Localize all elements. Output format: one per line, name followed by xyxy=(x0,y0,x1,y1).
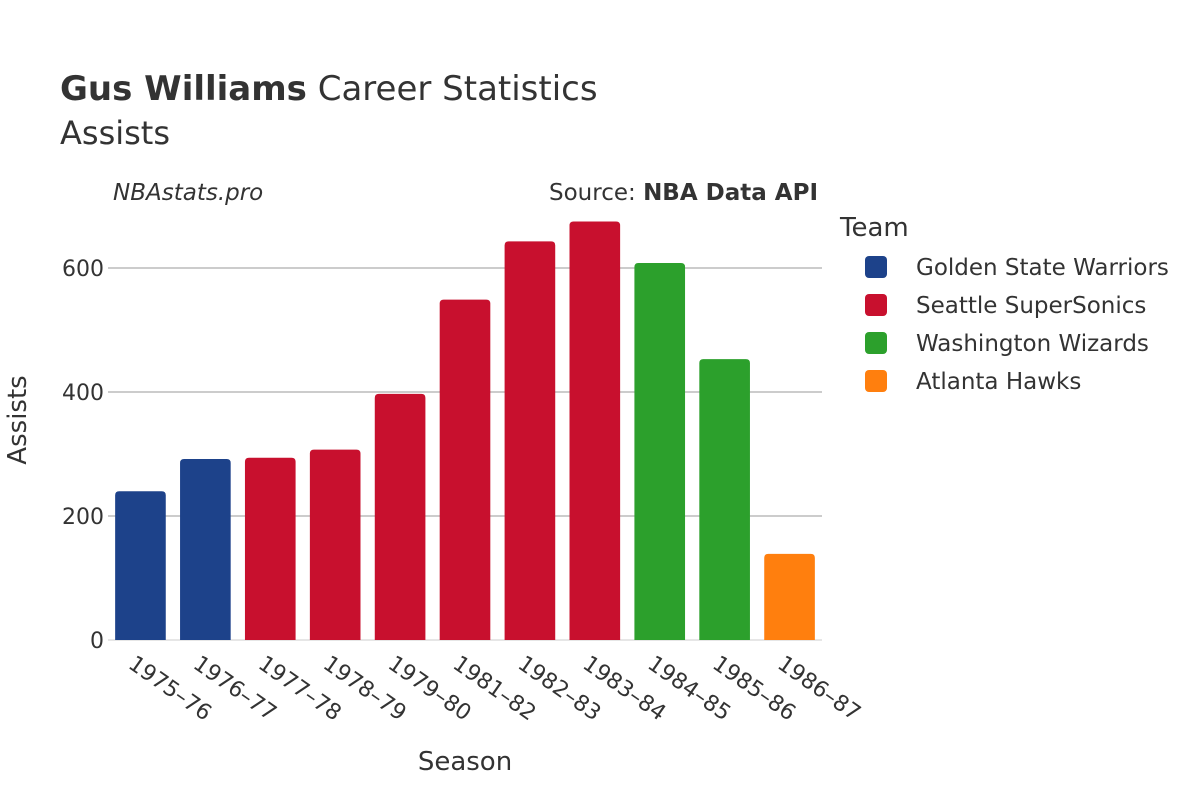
y-axis-ticks: 0 200 400 600 xyxy=(62,257,104,654)
bars xyxy=(115,221,815,641)
source-prefix: Source: xyxy=(549,180,643,206)
bar-1979–80[interactable] xyxy=(374,393,426,640)
legend-label: Washington Wizards xyxy=(916,331,1149,357)
legend-title: Team xyxy=(839,213,909,243)
legend-swatch xyxy=(865,294,887,316)
source-text: Source: NBA Data API xyxy=(549,180,818,206)
chart-title-rest: Career Statistics xyxy=(307,69,598,109)
legend-label: Atlanta Hawks xyxy=(916,369,1081,395)
legend-item[interactable]: Seattle SuperSonics xyxy=(865,293,1146,319)
bar-1983–84[interactable] xyxy=(569,221,621,641)
y-tick-label: 400 xyxy=(62,381,104,406)
legend-swatch xyxy=(865,370,887,392)
y-tick-label: 600 xyxy=(62,257,104,282)
legend: Golden State Warriors Seattle SuperSonics… xyxy=(865,255,1169,395)
chart-subtitle: Assists xyxy=(60,114,170,152)
bar-1976–77[interactable] xyxy=(180,458,231,640)
legend-item[interactable]: Golden State Warriors xyxy=(865,255,1169,281)
bar-1982–83[interactable] xyxy=(504,241,556,640)
bar-1977–78[interactable] xyxy=(244,457,296,640)
legend-item[interactable]: Atlanta Hawks xyxy=(865,369,1081,395)
chart-title-player: Gus Williams xyxy=(60,69,307,109)
bar-1986–87[interactable] xyxy=(764,553,815,640)
bar-1975–76[interactable] xyxy=(115,491,166,640)
legend-label: Seattle SuperSonics xyxy=(916,293,1146,319)
bar-1978–79[interactable] xyxy=(309,449,361,640)
y-axis-title: Assists xyxy=(3,375,33,464)
x-axis-ticks: 1975–761976–771977–781978–791979–801981–… xyxy=(124,651,865,726)
bar-1985–86[interactable] xyxy=(699,359,750,640)
y-tick-label: 0 xyxy=(90,629,104,654)
bar-1981–82[interactable] xyxy=(439,299,491,640)
y-tick-label: 200 xyxy=(62,505,104,530)
bar-1984–85[interactable] xyxy=(634,263,686,640)
x-axis-title: Season xyxy=(418,747,512,777)
chart-title: Gus Williams Career Statistics xyxy=(60,69,598,109)
legend-label: Golden State Warriors xyxy=(916,255,1169,281)
legend-item[interactable]: Washington Wizards xyxy=(865,331,1149,357)
legend-swatch xyxy=(865,256,887,278)
legend-swatch xyxy=(865,332,887,354)
watermark-text: NBAstats.pro xyxy=(113,180,263,206)
source-name: NBA Data API xyxy=(643,180,818,206)
